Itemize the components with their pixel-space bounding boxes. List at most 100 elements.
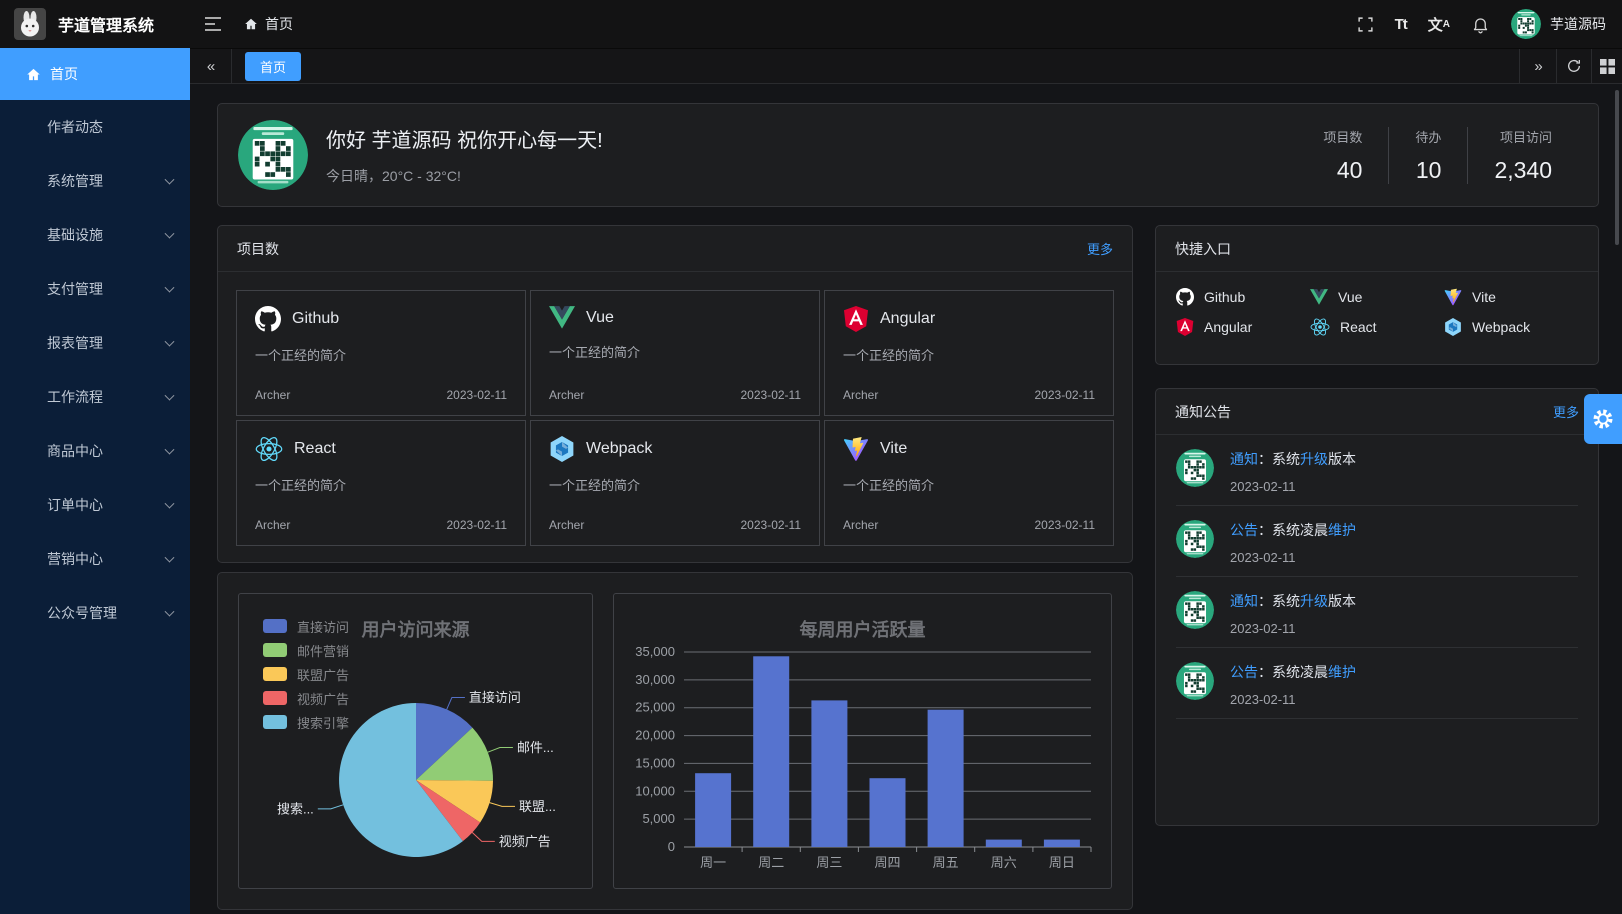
sidebar-collapse-button[interactable] <box>204 17 222 31</box>
shortcut-label: Vue <box>1338 289 1363 305</box>
sidebar-item-首页[interactable]: 首页 <box>0 48 190 100</box>
notices-card-header: 通知公告 更多 <box>1156 389 1598 435</box>
svg-text:20,000: 20,000 <box>635 728 675 743</box>
username: 芋道源码 <box>1550 16 1606 32</box>
settings-fab-button[interactable] <box>1584 394 1622 444</box>
react-icon <box>1310 318 1330 336</box>
font-size-icon[interactable]: Tt <box>1394 15 1408 33</box>
shortcut-Vite[interactable]: Vite <box>1444 288 1578 306</box>
app-title: 芋道管理系统 <box>58 18 155 35</box>
notice-title-segment: 维护 <box>1328 664 1356 680</box>
vite-icon <box>843 436 869 462</box>
stat-value: 10 <box>1415 156 1442 183</box>
logo-area: 芋道管理系统 <box>0 8 190 40</box>
language-icon-en: A <box>1442 18 1450 30</box>
project-footer: Archer 2023-02-11 <box>549 518 801 532</box>
notices-card: 通知公告 更多 通知：系统升级版本 2023-02-11 公告：系统凌晨维护 2023… <box>1155 388 1599 826</box>
stat-label: 项目数 <box>1323 129 1363 145</box>
breadcrumb-label: 首页 <box>265 16 293 32</box>
tabs-scroll-right-button[interactable]: » <box>1519 49 1556 83</box>
user-avatar <box>1511 9 1541 39</box>
notice-item[interactable]: 通知：系统升级版本 2023-02-11 <box>1176 435 1578 506</box>
legend-item-邮件营销[interactable]: 邮件营销 <box>263 638 349 662</box>
sidebar-item-公众号管理[interactable]: 公众号管理 <box>0 586 190 640</box>
notice-title-segment: 通知 <box>1230 451 1258 467</box>
chevron-down-icon <box>164 336 175 347</box>
legend-swatch <box>263 619 287 633</box>
notice-body: 通知：系统升级版本 2023-02-11 <box>1230 449 1356 494</box>
project-desc: 一个正经的简介 <box>549 478 641 493</box>
project-tile-Github[interactable]: Github 一个正经的简介 Archer 2023-02-11 <box>236 290 526 416</box>
notice-title-segment: 维护 <box>1328 522 1356 538</box>
notice-title-segment: 通知 <box>1230 593 1258 609</box>
shortcut-Webpack[interactable]: Webpack <box>1444 318 1578 336</box>
svg-text:30,000: 30,000 <box>635 672 675 687</box>
pie-chart-legend: 直接访问 邮件营销 联盟广告 视频广告 搜索引擎 <box>263 614 349 734</box>
angular-icon <box>843 306 869 332</box>
stat-待办: 待办 10 <box>1388 126 1467 184</box>
shortcut-React[interactable]: React <box>1310 318 1444 336</box>
notice-title-segment: ：系统凌晨 <box>1258 522 1328 538</box>
svg-text:视频广告: 视频广告 <box>499 834 551 849</box>
notification-bell-icon[interactable] <box>1471 15 1490 34</box>
sidebar-item-label: 首页 <box>50 66 78 82</box>
stat-项目访问: 项目访问 2,340 <box>1467 126 1578 184</box>
project-author: Archer <box>843 388 879 402</box>
project-tile-Vite[interactable]: Vite 一个正经的简介 Archer 2023-02-11 <box>824 420 1114 546</box>
projects-card-title: 项目数 <box>237 240 279 257</box>
notices-more-link[interactable]: 更多 <box>1552 405 1579 420</box>
project-footer: Archer 2023-02-11 <box>255 388 507 402</box>
sidebar-item-报表管理[interactable]: 报表管理 <box>0 316 190 370</box>
breadcrumb[interactable]: 首页 <box>244 14 293 34</box>
sidebar-item-工作流程[interactable]: 工作流程 <box>0 370 190 424</box>
legend-item-直接访问[interactable]: 直接访问 <box>263 614 349 638</box>
sidebar-item-系统管理[interactable]: 系统管理 <box>0 154 190 208</box>
project-footer: Archer 2023-02-11 <box>843 388 1095 402</box>
shortcut-label: Webpack <box>1472 319 1531 335</box>
user-menu[interactable]: 芋道源码 <box>1511 9 1606 39</box>
sidebar-item-作者动态[interactable]: 作者动态 <box>0 100 190 154</box>
shortcuts-card: 快捷入口 Github Vue Vite Angular React Webpack <box>1155 225 1599 365</box>
tabs-scroll-left-button[interactable]: « <box>190 49 232 83</box>
welcome-weather: 今日晴，20°C - 32°C! <box>326 168 461 184</box>
svg-text:周五: 周五 <box>933 855 959 870</box>
sidebar-item-支付管理[interactable]: 支付管理 <box>0 262 190 316</box>
project-date: 2023-02-11 <box>1034 388 1096 402</box>
projects-more-link[interactable]: 更多 <box>1086 242 1113 257</box>
pie-chart-box: 用户访问来源 直接访问 邮件营销 联盟广告 视频广告 搜索引擎 直接访问 邮件... 联盟.… <box>238 593 593 889</box>
notice-item[interactable]: 公告：系统凌晨维护 2023-02-11 <box>1176 648 1578 719</box>
project-footer: Archer 2023-02-11 <box>549 388 801 402</box>
sidebar-item-label: 系统管理 <box>47 173 103 189</box>
sidebar-item-label: 商品中心 <box>47 443 103 459</box>
fullscreen-icon[interactable] <box>1357 16 1374 33</box>
shortcut-Angular[interactable]: Angular <box>1176 318 1310 336</box>
project-tile-Angular[interactable]: Angular 一个正经的简介 Archer 2023-02-11 <box>824 290 1114 416</box>
legend-item-搜索引擎[interactable]: 搜索引擎 <box>263 710 349 734</box>
webpack-icon <box>1444 318 1462 336</box>
sidebar-item-营销中心[interactable]: 营销中心 <box>0 532 190 586</box>
legend-item-视频广告[interactable]: 视频广告 <box>263 686 349 710</box>
notice-item[interactable]: 公告：系统凌晨维护 2023-02-11 <box>1176 506 1578 577</box>
sidebar-item-商品中心[interactable]: 商品中心 <box>0 424 190 478</box>
shortcut-Vue[interactable]: Vue <box>1310 289 1444 305</box>
scrollbar-thumb[interactable] <box>1615 90 1619 245</box>
project-tile-React[interactable]: React 一个正经的简介 Archer 2023-02-11 <box>236 420 526 546</box>
notice-avatar <box>1176 449 1214 494</box>
project-tile-Vue[interactable]: Vue 一个正经的简介 Archer 2023-02-11 <box>530 290 820 416</box>
project-tile-Webpack[interactable]: Webpack 一个正经的简介 Archer 2023-02-11 <box>530 420 820 546</box>
tab-home[interactable]: 首页 <box>245 51 302 81</box>
sidebar-item-基础设施[interactable]: 基础设施 <box>0 208 190 262</box>
project-desc: 一个正经的简介 <box>549 345 641 360</box>
sidebar-item-订单中心[interactable]: 订单中心 <box>0 478 190 532</box>
shortcut-label: React <box>1340 319 1377 335</box>
project-name: React <box>294 440 336 457</box>
layout-grid-button[interactable] <box>1591 49 1622 83</box>
notice-item[interactable]: 通知：系统升级版本 2023-02-11 <box>1176 577 1578 648</box>
project-desc: 一个正经的简介 <box>255 348 347 363</box>
shortcut-Github[interactable]: Github <box>1176 288 1310 306</box>
svg-text:周二: 周二 <box>758 855 784 870</box>
legend-item-联盟广告[interactable]: 联盟广告 <box>263 662 349 686</box>
refresh-tab-button[interactable] <box>1556 49 1591 83</box>
